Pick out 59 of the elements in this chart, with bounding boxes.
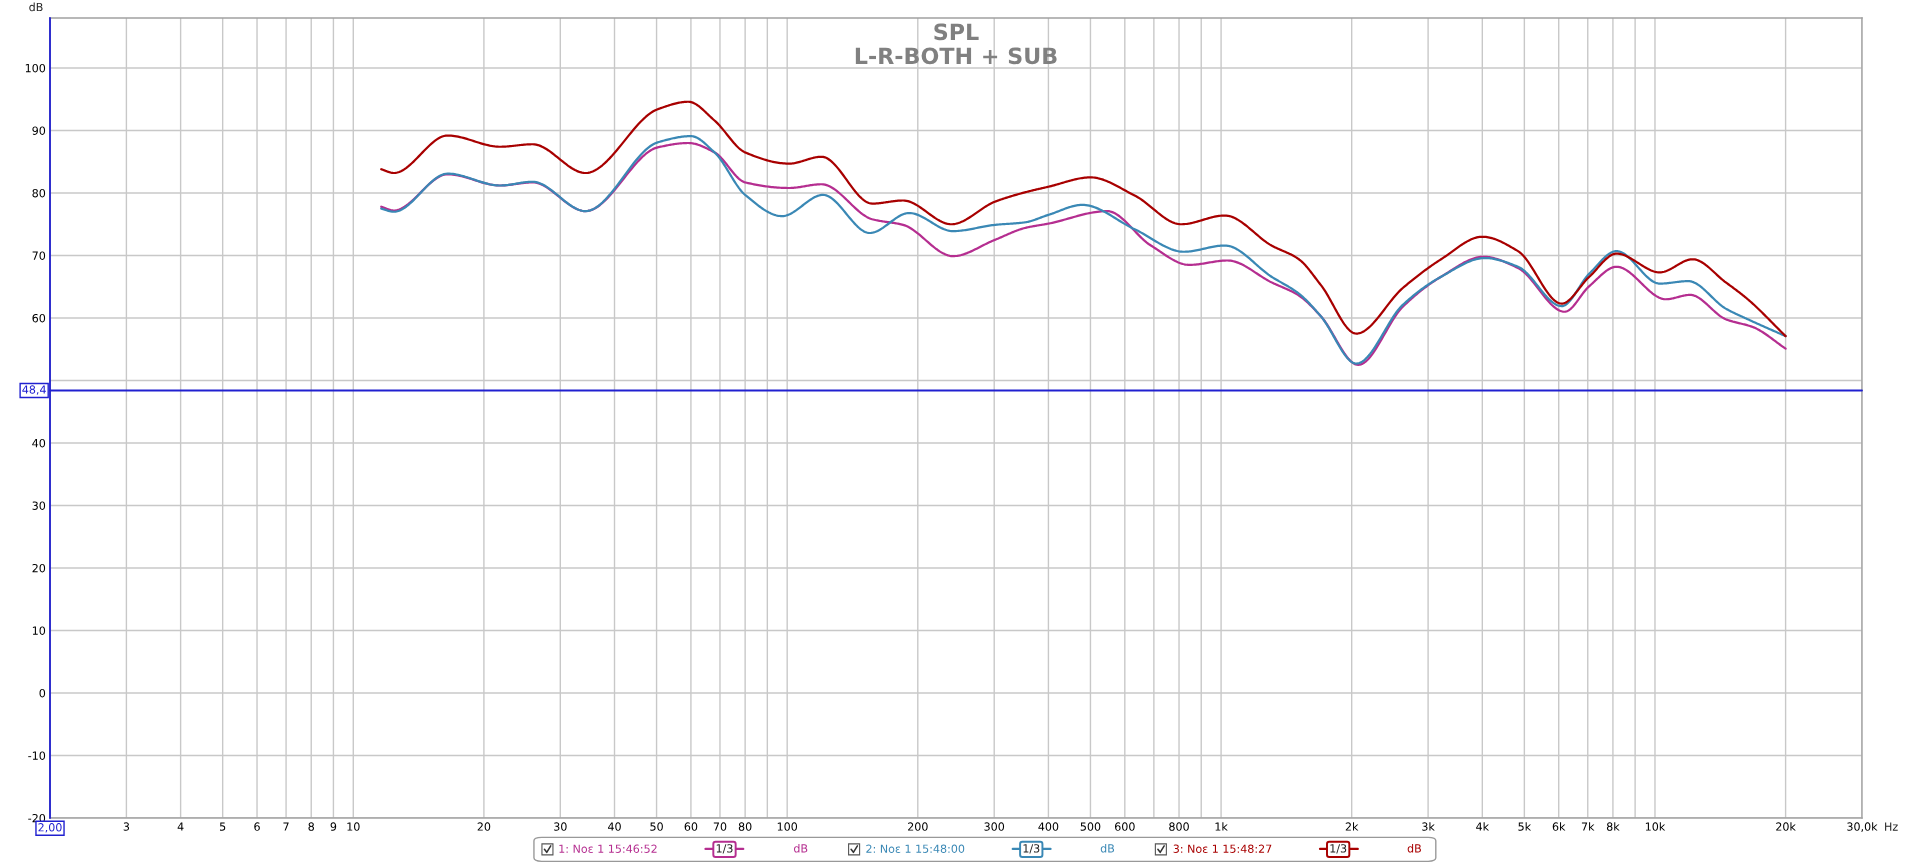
x-tick-label: 8: [308, 822, 315, 831]
x-tick-label: 6: [254, 822, 260, 831]
text: dB: [1407, 843, 1421, 853]
x-tick-label: 9: [330, 822, 337, 831]
y-tick-label: 80: [32, 188, 46, 198]
x-tick-label: 300: [984, 822, 1005, 831]
x-tick-label: 4k: [1476, 822, 1490, 831]
x-tick-label: 10k: [1645, 822, 1666, 831]
x-tick-label: 7: [283, 822, 289, 831]
x-tick-label: 70: [713, 822, 727, 831]
x-tick-label: 60: [684, 822, 698, 831]
x-tick-label: 200: [908, 822, 928, 831]
text: L-R-BOTH + SUB: [855, 47, 1057, 65]
x-tick-label: 4: [177, 822, 184, 831]
x-tick-label: 30: [554, 822, 567, 831]
y-tick-label: 100: [25, 63, 46, 73]
chart-title: SPL: [934, 23, 979, 41]
y-tick-label: 60: [32, 313, 46, 323]
x-tick-label: 20k: [1776, 822, 1796, 831]
x-tick-label: 40: [607, 822, 621, 831]
y-tick-label: 10: [32, 626, 46, 635]
y-tick-label: 40: [32, 438, 46, 448]
x-tick-label: 400: [1038, 822, 1059, 831]
x-tick-label: 800: [1169, 822, 1189, 831]
x-tick-label: 600: [1114, 822, 1135, 831]
x-axis-title: Hz: [1885, 822, 1898, 831]
x-tick-label: 5k: [1518, 822, 1532, 831]
ref-line-label: 48,4: [22, 385, 46, 395]
x-tick-label: 5: [219, 822, 226, 831]
x-tick-label: 500: [1080, 822, 1101, 831]
x-tick-label: 50: [650, 822, 663, 831]
y-tick-label: -10: [28, 751, 46, 760]
x-tick-label: 6k: [1552, 822, 1566, 831]
x-tick-label: 100: [777, 822, 798, 831]
x-tick-label: 10: [347, 822, 360, 831]
x-tick-label: 20: [477, 822, 491, 831]
text: dB: [793, 843, 808, 853]
x-tick-label: 1k: [1215, 822, 1228, 831]
x-tick-label: 30,0k: [1847, 822, 1878, 832]
y-tick-label: 90: [32, 126, 46, 135]
x-tick-label: 3k: [1422, 822, 1435, 831]
y-tick-label: 0: [39, 688, 46, 698]
text: 1/3: [1330, 844, 1347, 854]
text: 1/3: [716, 844, 733, 854]
text: 1/3: [1023, 844, 1040, 854]
y-tick-label: 70: [32, 251, 46, 260]
x-tick-label: 7k: [1581, 822, 1595, 831]
x-tick-label: 8k: [1606, 822, 1620, 831]
x-tick-label: 3: [123, 822, 130, 831]
ref-line-label: 2,00: [38, 823, 62, 833]
text: dB: [1100, 843, 1115, 853]
text: 2: Νοε 1 15:48:00: [866, 844, 965, 853]
y-tick-label: 20: [32, 563, 46, 573]
text: 1: Νοε 1 15:46:52: [559, 844, 657, 853]
text: 3: Νοε 1 15:48:27: [1173, 844, 1272, 853]
y-tick-label: 30: [32, 501, 46, 510]
x-tick-label: 80: [738, 822, 752, 831]
x-tick-label: 2k: [1345, 822, 1359, 831]
y-axis-title: dB: [29, 2, 43, 12]
